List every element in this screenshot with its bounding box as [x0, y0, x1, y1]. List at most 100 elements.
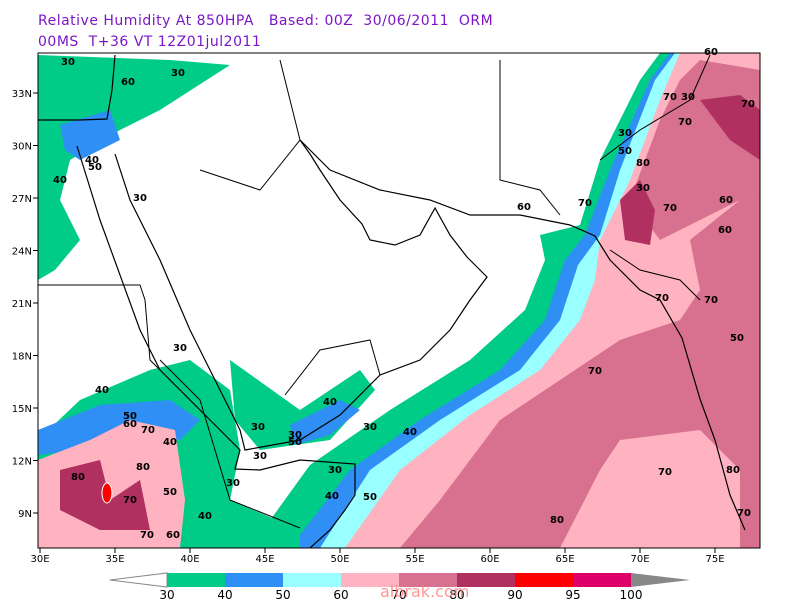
contour-label: 70: [141, 425, 155, 436]
contour-label: 60: [719, 195, 733, 206]
contour-label: 70: [123, 495, 137, 506]
colorbar-label: 30: [159, 588, 174, 600]
colorbar-segment: [167, 573, 225, 587]
lat-label: 27N: [12, 194, 32, 205]
contour-label: 70: [578, 198, 592, 209]
colorbar-label: 80: [449, 588, 464, 600]
lon-label: 30E: [30, 554, 49, 565]
contour-label: 50: [163, 487, 177, 498]
contour-label: 30: [253, 451, 267, 462]
contour-label: 40: [85, 155, 99, 166]
contour-label: 60: [517, 202, 531, 213]
contour-label: 80: [726, 465, 740, 476]
colorbar-segment: [457, 573, 515, 587]
contour-label: 50: [363, 492, 377, 503]
colorbar-segment: [341, 573, 399, 587]
colorbar-label: 50: [275, 588, 290, 600]
contour-label: 40: [325, 491, 339, 502]
contour-label: 50: [618, 146, 632, 157]
contour-label: 30: [251, 422, 265, 433]
contour-label: 30: [226, 478, 240, 489]
lat-label: 21N: [12, 299, 32, 310]
contour-label: 50: [88, 162, 102, 173]
lat-label: 9N: [18, 509, 32, 520]
contour-label: 70: [658, 467, 672, 478]
contour-label: 40: [323, 397, 337, 408]
coastlines: [38, 54, 746, 548]
colorbar-segment: [573, 573, 631, 587]
lon-label: 50E: [330, 554, 349, 565]
contour-label: 70: [663, 203, 677, 214]
contour-label: 50: [730, 333, 744, 344]
contour-label: 70: [741, 99, 755, 110]
lon-label: 75E: [705, 554, 724, 565]
contour-label: 70: [704, 295, 718, 306]
lon-label: 55E: [405, 554, 424, 565]
contour-label: 30: [173, 343, 187, 354]
contour-label: 30: [171, 68, 185, 79]
humidity-fields: [38, 53, 760, 548]
lat-label: 30N: [12, 142, 32, 153]
contour-label: 70: [655, 293, 669, 304]
contour-label: 70: [663, 92, 677, 103]
contour-label: 40: [198, 511, 212, 522]
contour-label: 80: [71, 472, 85, 483]
contour-label: 70: [140, 530, 154, 541]
contour-label: 80: [550, 515, 564, 526]
map: [37, 52, 761, 549]
lat-label: 18N: [12, 352, 32, 363]
contour-label: 40: [403, 427, 417, 438]
contour-label: 30: [133, 193, 147, 204]
watermark: albrak.com: [380, 582, 469, 600]
title-line-1: Relative Humidity At 850HPA Based: 00Z 3…: [38, 13, 493, 29]
contour-label: 30: [363, 422, 377, 433]
lon-label: 60E: [480, 554, 499, 565]
colorbar-high-arrow: [631, 573, 690, 587]
contour-label: 30: [288, 430, 302, 441]
contour-label: 70: [737, 508, 751, 519]
contour-label: 60: [166, 530, 180, 541]
lat-label: 24N: [12, 247, 32, 258]
contour-label: 50: [288, 437, 302, 448]
colorbar-segment: [283, 573, 341, 587]
contour-label: 40: [163, 437, 177, 448]
colorbar-label: 60: [333, 588, 348, 600]
contour-label: 60: [123, 419, 137, 430]
contour-label: 30: [681, 92, 695, 103]
title-line-2: 00MS T+36 VT 12Z01jul2011: [38, 34, 261, 50]
colorbar-label: 100: [620, 588, 643, 600]
lon-label: 35E: [105, 554, 124, 565]
colorbar: 30 40 50 60 70 80 90 95 100: [109, 572, 690, 600]
colorbar-segment: [399, 573, 457, 587]
colorbar-segment: [225, 573, 283, 587]
colorbar-segment: [515, 573, 573, 587]
lat-label: 15N: [12, 404, 32, 415]
contour-label: 80: [636, 158, 650, 169]
lat-label: 33N: [12, 89, 32, 100]
colorbar-label: 70: [391, 588, 406, 600]
colorbar-low-arrow: [109, 572, 168, 588]
contour-label: 30: [636, 183, 650, 194]
map-frame: [37, 52, 761, 549]
contour-label: 50: [123, 411, 137, 422]
colorbar-label: 90: [507, 588, 522, 600]
contour-label: 30: [328, 465, 342, 476]
contour-label: 60: [121, 77, 135, 88]
lon-label: 45E: [255, 554, 274, 565]
contour-label: 70: [678, 117, 692, 128]
contour-label: 30: [618, 128, 632, 139]
contour-label: 40: [95, 385, 109, 396]
lon-label: 65E: [555, 554, 574, 565]
lon-label: 40E: [180, 554, 199, 565]
colorbar-label: 40: [217, 588, 232, 600]
contour-label: 30: [61, 57, 75, 68]
colorbar-label: 95: [565, 588, 580, 600]
contour-label: 60: [704, 47, 718, 58]
contour-label: 60: [718, 225, 732, 236]
lat-label: 12N: [12, 457, 32, 468]
contour-label: 40: [53, 175, 67, 186]
contour-label: 80: [136, 462, 150, 473]
contour-label: 70: [588, 366, 602, 377]
lon-label: 70E: [630, 554, 649, 565]
